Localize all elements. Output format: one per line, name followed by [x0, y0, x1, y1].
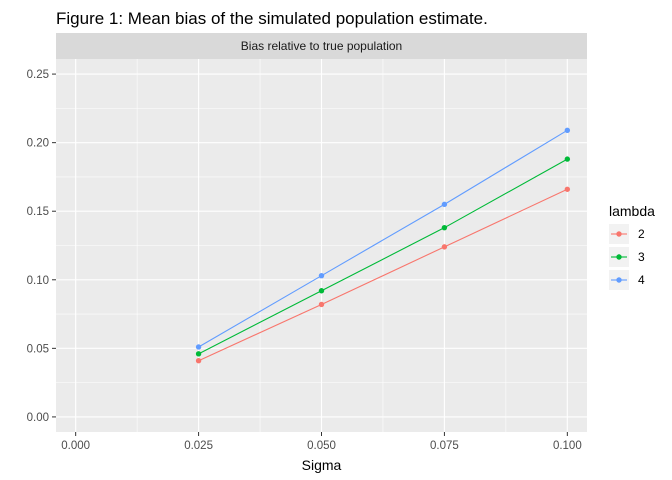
- data-point-lambda-3: [195, 351, 202, 357]
- y-tick-label: 0.15: [27, 206, 49, 218]
- series-lines: [198, 129, 568, 362]
- data-point-lambda-2: [441, 244, 448, 250]
- legend-label: 2: [638, 227, 645, 241]
- legend-key-point: [616, 277, 622, 283]
- x-axis-title: Sigma: [302, 457, 342, 473]
- facet-strip: [56, 33, 587, 59]
- data-point-lambda-4: [564, 127, 571, 134]
- series-points: [195, 127, 571, 364]
- x-axis: 0.000 0.025 0.050 0.075 0.100: [61, 432, 582, 452]
- x-tick-label: 0.025: [184, 440, 213, 452]
- chart-title: Figure 1: Mean bias of the simulated pop…: [56, 9, 488, 28]
- y-tick-label: 0.05: [27, 343, 49, 355]
- legend-label: 4: [638, 273, 645, 287]
- facet-strip-label: Bias relative to true population: [241, 39, 402, 53]
- series-line-lambda-2: [198, 188, 568, 362]
- data-point-lambda-3: [564, 156, 571, 162]
- data-point-lambda-2: [195, 357, 202, 364]
- legend: 2 3 4: [609, 224, 645, 290]
- legend-title: lambda: [609, 203, 655, 219]
- data-point-lambda-3: [318, 288, 325, 294]
- y-axis: 0.00 0.05 0.10 0.15 0.20 0.25: [27, 69, 56, 424]
- data-point-lambda-4: [441, 201, 448, 208]
- x-tick-label: 0.000: [61, 440, 90, 452]
- y-tick-label: 0.10: [27, 275, 49, 287]
- series-line-lambda-4: [198, 129, 568, 348]
- data-point-lambda-4: [318, 272, 325, 279]
- x-tick-label: 0.075: [430, 440, 459, 452]
- data-point-lambda-2: [318, 301, 325, 308]
- x-tick-label: 0.050: [307, 440, 336, 452]
- series-line-lambda-3: [198, 158, 568, 355]
- legend-key-point: [616, 231, 622, 237]
- x-tick-label: 0.100: [553, 440, 582, 452]
- y-tick-label: 0.20: [27, 138, 49, 150]
- legend-label: 3: [638, 250, 645, 264]
- data-point-lambda-3: [441, 224, 448, 231]
- major-gridlines: [56, 59, 587, 432]
- y-tick-label: 0.00: [27, 412, 49, 424]
- data-point-lambda-2: [564, 186, 571, 192]
- legend-key-point: [616, 254, 622, 260]
- y-tick-label: 0.25: [27, 69, 49, 81]
- data-point-lambda-4: [195, 344, 202, 350]
